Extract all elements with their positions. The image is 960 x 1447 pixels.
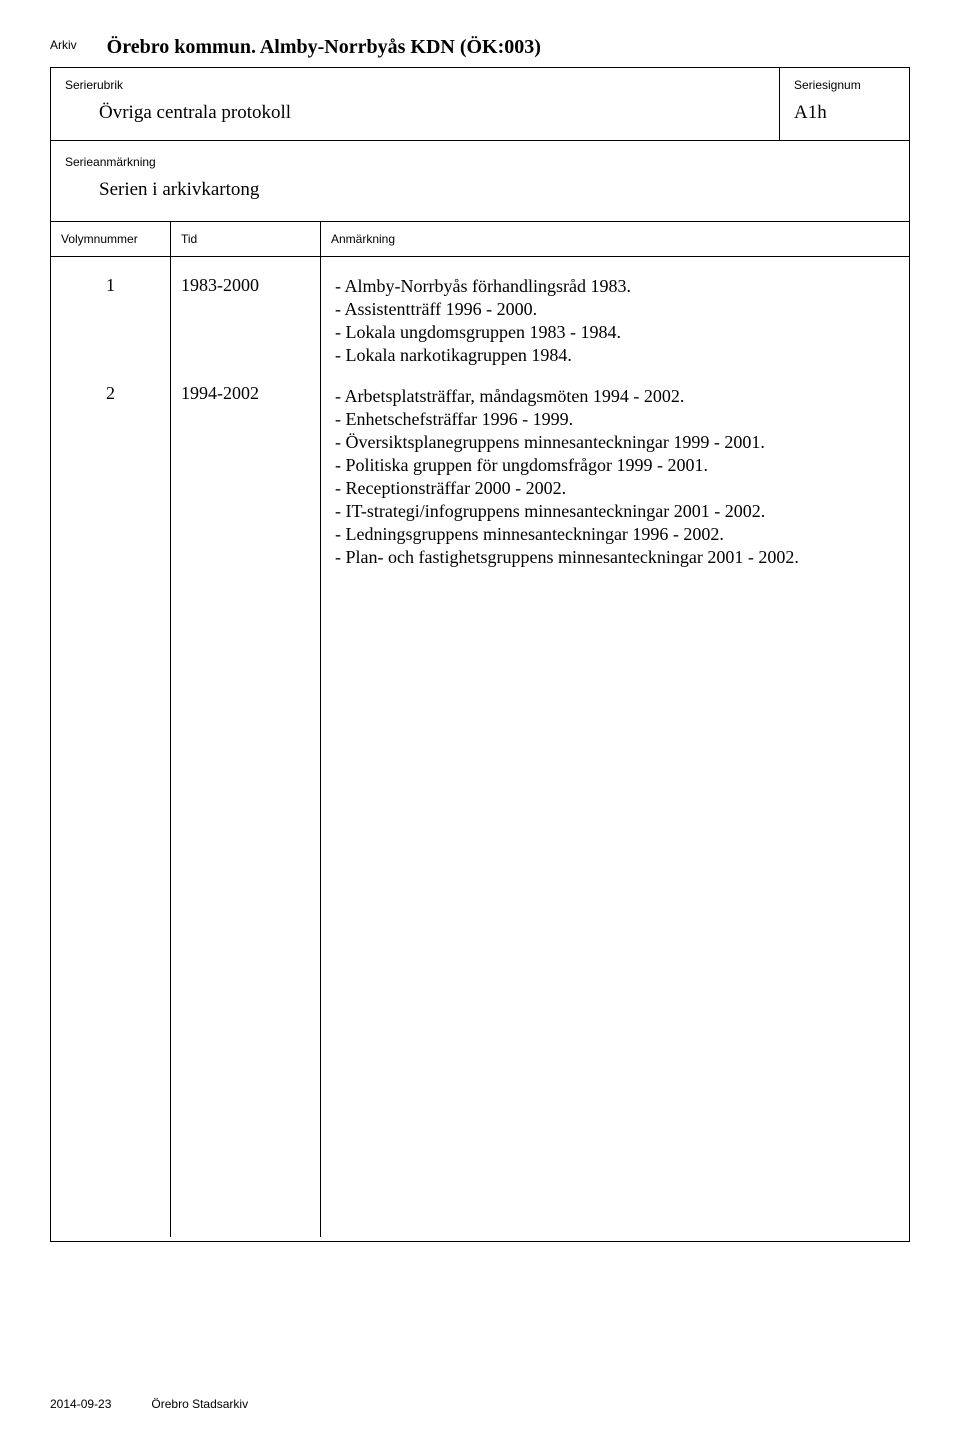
anm-line: - Politiska gruppen för ungdomsfrågor 19…: [335, 454, 895, 477]
col-header-tid: Tid: [171, 222, 321, 256]
arkiv-label: Arkiv: [50, 36, 77, 52]
table-row-volnum: 2: [61, 383, 160, 404]
anm-line: - IT-strategi/infogruppens minnesanteckn…: [335, 500, 895, 523]
col-body-anmarkning: - Almby-Norrbyås förhandlingsråd 1983.- …: [321, 257, 909, 1237]
anm-line: - Receptionsträffar 2000 - 2002.: [335, 477, 895, 500]
anm-line: - Ledningsgruppens minnesanteckningar 19…: [335, 523, 895, 546]
table-header-row: Volymnummer Tid Anmärkning: [51, 222, 909, 257]
volumes-table: Volymnummer Tid Anmärkning 12 1983-20001…: [50, 222, 910, 1242]
arkiv-header-row: Arkiv Örebro kommun. Almby-Norrbyås KDN …: [50, 36, 910, 59]
table-body: 12 1983-20001994-2002 - Almby-Norrbyås f…: [51, 257, 909, 1237]
seriesignum-cell: Seriesignum A1h: [779, 68, 909, 140]
row-spacer: [335, 367, 895, 385]
anm-line: - Assistentträff 1996 - 2000.: [335, 298, 895, 321]
row-spacer: [181, 296, 310, 383]
page-footer: 2014-09-23 Örebro Stadsarkiv: [50, 1397, 248, 1411]
serierubrik-cell: Serierubrik Övriga centrala protokoll: [51, 68, 779, 140]
table-row-anm: - Almby-Norrbyås förhandlingsråd 1983.- …: [335, 275, 895, 367]
table-row-volnum: 1: [61, 275, 160, 296]
table-row-tid: 1983-2000: [181, 275, 310, 296]
footer-org: Örebro Stadsarkiv: [151, 1397, 248, 1411]
series-header-box: Serierubrik Övriga centrala protokoll Se…: [50, 67, 910, 141]
anm-line: - Plan- och fastighetsgruppens minnesant…: [335, 546, 895, 569]
anm-line: - Lokala narkotikagruppen 1984.: [335, 344, 895, 367]
col-body-tid: 1983-2000 1994-2002: [171, 257, 321, 1237]
anm-line: - Lokala ungdomsgruppen 1983 - 1984.: [335, 321, 895, 344]
col-body-volymnummer: 12: [51, 257, 171, 1237]
seriesignum-label: Seriesignum: [794, 78, 895, 92]
serierubrik-label: Serierubrik: [65, 78, 765, 92]
row-spacer: [61, 296, 160, 383]
table-row-anm: - Arbetsplatsträffar, måndagsmöten 1994 …: [335, 385, 895, 569]
footer-date: 2014-09-23: [50, 1397, 111, 1411]
table-row-tid: 1994-2002: [181, 383, 310, 404]
anm-line: - Arbetsplatsträffar, måndagsmöten 1994 …: [335, 385, 895, 408]
serieanm-value: Serien i arkivkartong: [99, 179, 895, 201]
anm-line: - Översiktsplanegruppens minnesantecknin…: [335, 431, 895, 454]
anm-line: - Almby-Norrbyås förhandlingsråd 1983.: [335, 275, 895, 298]
col-header-volymnummer: Volymnummer: [51, 222, 171, 256]
anm-line: - Enhetschefsträffar 1996 - 1999.: [335, 408, 895, 431]
series-note-box: Serieanmärkning Serien i arkivkartong: [50, 141, 910, 222]
seriesignum-value: A1h: [794, 102, 895, 124]
col-header-anmarkning: Anmärkning: [321, 222, 909, 256]
serierubrik-value: Övriga centrala protokoll: [99, 102, 765, 124]
arkiv-title: Örebro kommun. Almby-Norrbyås KDN (ÖK:00…: [107, 36, 541, 59]
serieanm-label: Serieanmärkning: [65, 155, 895, 169]
